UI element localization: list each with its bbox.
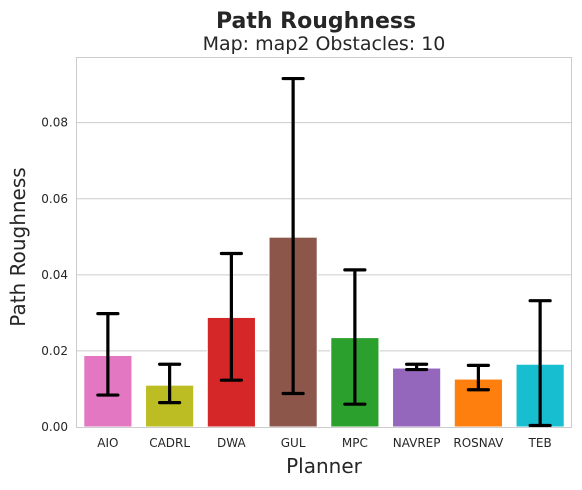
y-axis-label: Path Roughness xyxy=(6,167,30,326)
x-tick-label: CADRL xyxy=(149,436,190,450)
y-tick-label: 0.00 xyxy=(41,420,68,434)
chart-subtitle: Map: map2 Obstacles: 10 xyxy=(203,33,446,55)
x-tick-label: AIO xyxy=(97,436,118,450)
x-axis-label: Planner xyxy=(286,454,363,478)
chart-title: Path Roughness xyxy=(216,9,416,34)
x-tick-label: NAVREP xyxy=(393,436,441,450)
y-tick-label: 0.06 xyxy=(41,192,68,206)
x-tick-label: GUL xyxy=(281,436,306,450)
x-tick-label: TEB xyxy=(528,436,552,450)
x-tick-label: DWA xyxy=(217,436,246,450)
x-tick-label: ROSNAV xyxy=(453,436,504,450)
y-tick-label: 0.08 xyxy=(41,116,68,130)
bar-navrep xyxy=(392,367,442,428)
plot-frame xyxy=(76,57,572,428)
y-tick-label: 0.02 xyxy=(41,344,68,358)
y-tick-label: 0.04 xyxy=(41,268,68,282)
x-tick-label: MPC xyxy=(342,436,368,450)
